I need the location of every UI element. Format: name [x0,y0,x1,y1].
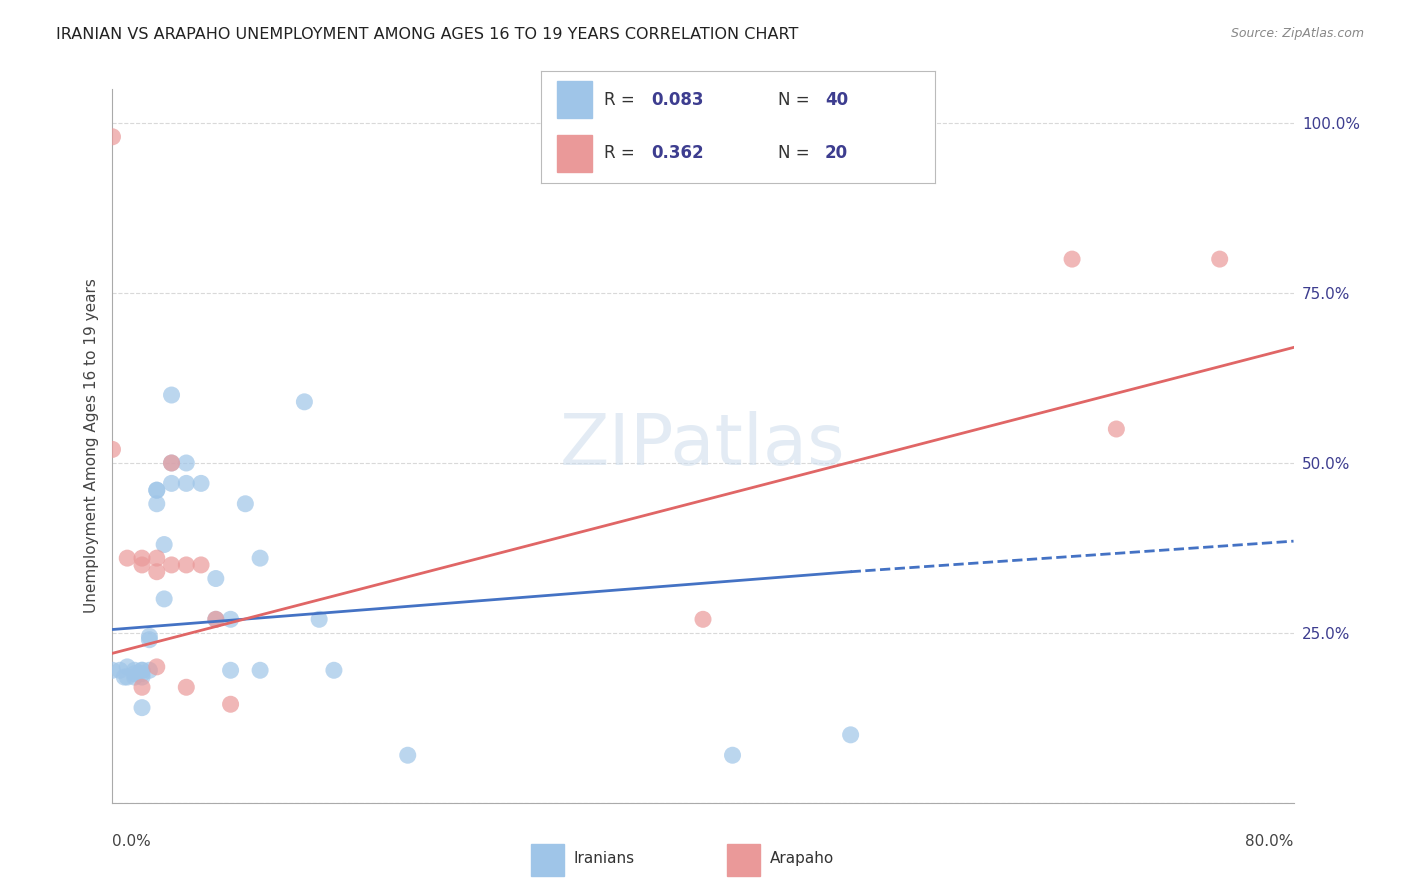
Point [249,551,271,566]
Point [205,572,228,586]
Point [160,558,183,572]
Point [124,663,146,677]
Point [131,666,153,681]
Point [138,663,160,677]
Point [174,456,197,470]
Point [146,483,169,498]
Text: R =: R = [605,145,640,162]
Point [138,629,160,643]
Point [219,663,242,677]
Text: R =: R = [605,91,640,109]
Point [205,612,228,626]
Point [323,663,346,677]
Point [160,476,183,491]
Point [174,680,197,694]
Point [117,670,138,684]
Point [174,476,197,491]
Point [233,497,256,511]
Point [692,612,714,626]
Point [1208,252,1232,266]
Point [131,680,153,694]
Point [146,551,169,566]
Point [101,663,124,677]
Point [1062,252,1084,266]
Point [190,558,212,572]
Point [117,660,138,674]
Point [124,670,146,684]
Point [131,663,153,677]
Text: N =: N = [778,145,814,162]
Point [124,666,146,681]
Point [153,537,176,551]
Point [249,663,271,677]
Bar [557,81,592,119]
Point [721,748,744,763]
Point [219,698,242,712]
Text: 0.362: 0.362 [651,145,704,162]
Point [101,442,124,457]
Point [153,591,176,606]
Point [219,612,242,626]
Text: Iranians: Iranians [574,851,636,866]
Point [146,565,169,579]
Point [146,497,169,511]
Point [138,632,160,647]
Text: ZIPatlas: ZIPatlas [560,411,846,481]
Point [117,551,138,566]
Text: 80.0%: 80.0% [1246,834,1294,849]
Bar [531,844,564,876]
Point [292,394,315,409]
Text: Source: ZipAtlas.com: Source: ZipAtlas.com [1230,27,1364,40]
Point [160,456,183,470]
Point [131,663,153,677]
Point [160,456,183,470]
Bar [557,135,592,171]
Point [146,483,169,498]
Text: Arapaho: Arapaho [770,851,834,866]
Point [131,551,153,566]
Point [160,388,183,402]
Point [131,700,153,714]
Text: 20: 20 [825,145,848,162]
Y-axis label: Unemployment Among Ages 16 to 19 years: Unemployment Among Ages 16 to 19 years [83,278,98,614]
Point [108,663,131,677]
Text: IRANIAN VS ARAPAHO UNEMPLOYMENT AMONG AGES 16 TO 19 YEARS CORRELATION CHART: IRANIAN VS ARAPAHO UNEMPLOYMENT AMONG AG… [56,27,799,42]
Point [308,612,330,626]
Point [190,476,212,491]
Point [1105,422,1128,436]
Point [174,558,197,572]
Point [396,748,419,763]
Point [131,670,153,684]
Text: 0.0%: 0.0% [112,834,152,849]
Text: 0.083: 0.083 [651,91,704,109]
Point [101,129,124,144]
Point [112,670,135,684]
Point [146,660,169,674]
Bar [727,844,761,876]
Point [131,558,153,572]
Text: 40: 40 [825,91,848,109]
Point [839,728,862,742]
Text: N =: N = [778,91,814,109]
Point [205,612,228,626]
